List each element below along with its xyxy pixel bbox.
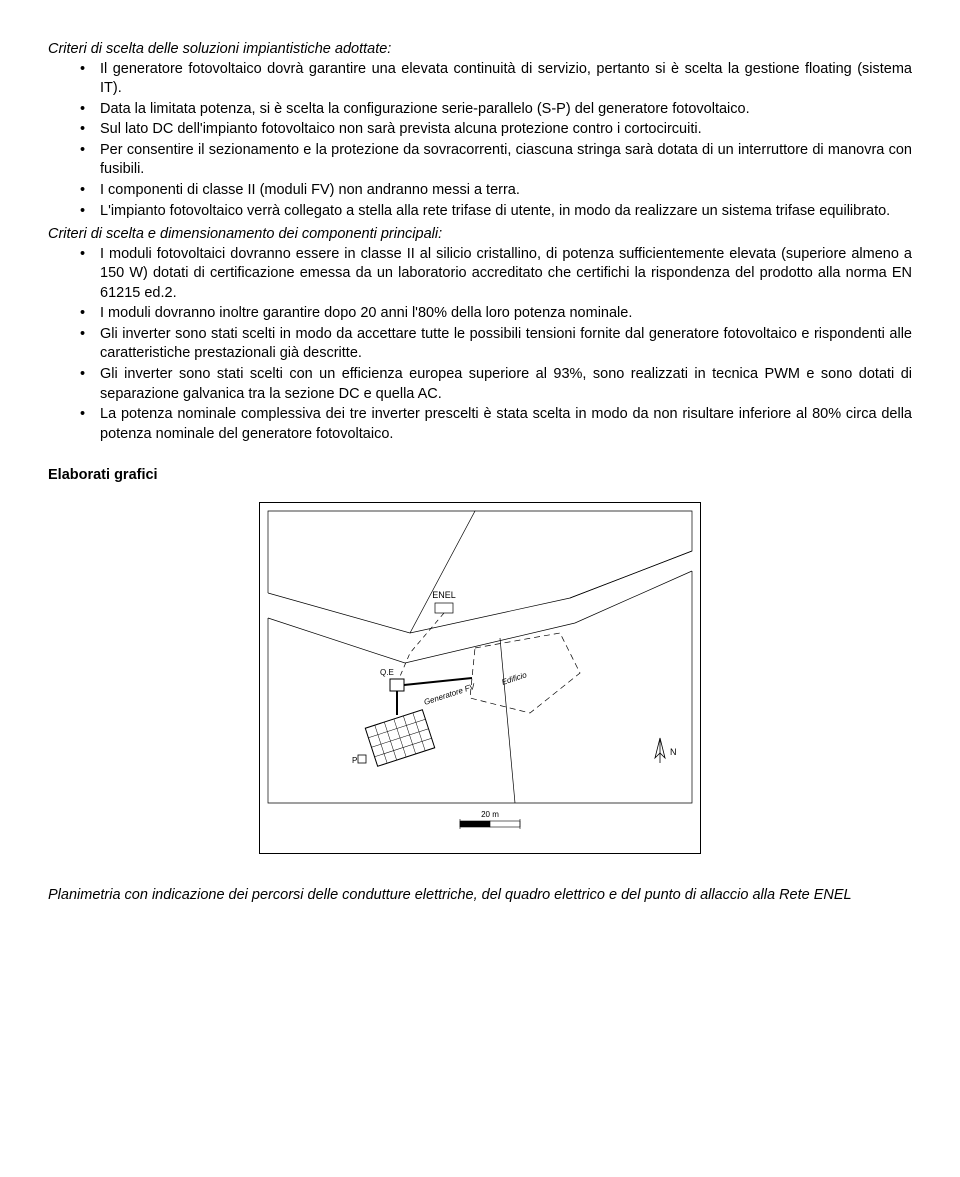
svg-text:Q.E: Q.E: [380, 668, 394, 677]
list-item: Data la limitata potenza, si è scelta la…: [100, 100, 912, 120]
list-criteri-componenti: I moduli fotovoltaici dovranno essere in…: [48, 245, 912, 445]
list-item: Il generatore fotovoltaico dovrà garanti…: [100, 60, 912, 99]
list-criteri-soluzioni: Il generatore fotovoltaico dovrà garanti…: [48, 60, 912, 222]
list-item: L'impianto fotovoltaico verrà collegato …: [100, 202, 912, 222]
diagram-container: ENEL Edificio Q.E Generatore FV P N 20 m: [48, 502, 912, 861]
list-item: I componenti di classe II (moduli FV) no…: [100, 181, 912, 201]
list-item: Gli inverter sono stati scelti in modo d…: [100, 325, 912, 364]
svg-text:Edificio: Edificio: [501, 670, 529, 687]
heading-elaborati-grafici: Elaborati grafici: [48, 466, 912, 486]
list-item: La potenza nominale complessiva dei tre …: [100, 405, 912, 444]
list-item: Per consentire il sezionamento e la prot…: [100, 141, 912, 180]
svg-text:20 m: 20 m: [481, 810, 499, 819]
svg-text:P: P: [352, 756, 357, 765]
list-item: I moduli fotovoltaici dovranno essere in…: [100, 245, 912, 304]
heading-criteri-componenti: Criteri di scelta e dimensionamento dei …: [48, 225, 912, 245]
diagram-caption: Planimetria con indicazione dei percorsi…: [48, 886, 912, 906]
heading-criteri-soluzioni: Criteri di scelta delle soluzioni impian…: [48, 40, 912, 60]
list-item: Sul lato DC dell'impianto fotovoltaico n…: [100, 120, 912, 140]
svg-text:N: N: [670, 747, 677, 757]
list-item: Gli inverter sono stati scelti con un ef…: [100, 365, 912, 404]
planimetria-diagram: ENEL Edificio Q.E Generatore FV P N 20 m: [259, 502, 701, 854]
list-item: I moduli dovranno inoltre garantire dopo…: [100, 304, 912, 324]
svg-text:Generatore FV: Generatore FV: [423, 682, 477, 707]
svg-text:ENEL: ENEL: [432, 590, 456, 600]
